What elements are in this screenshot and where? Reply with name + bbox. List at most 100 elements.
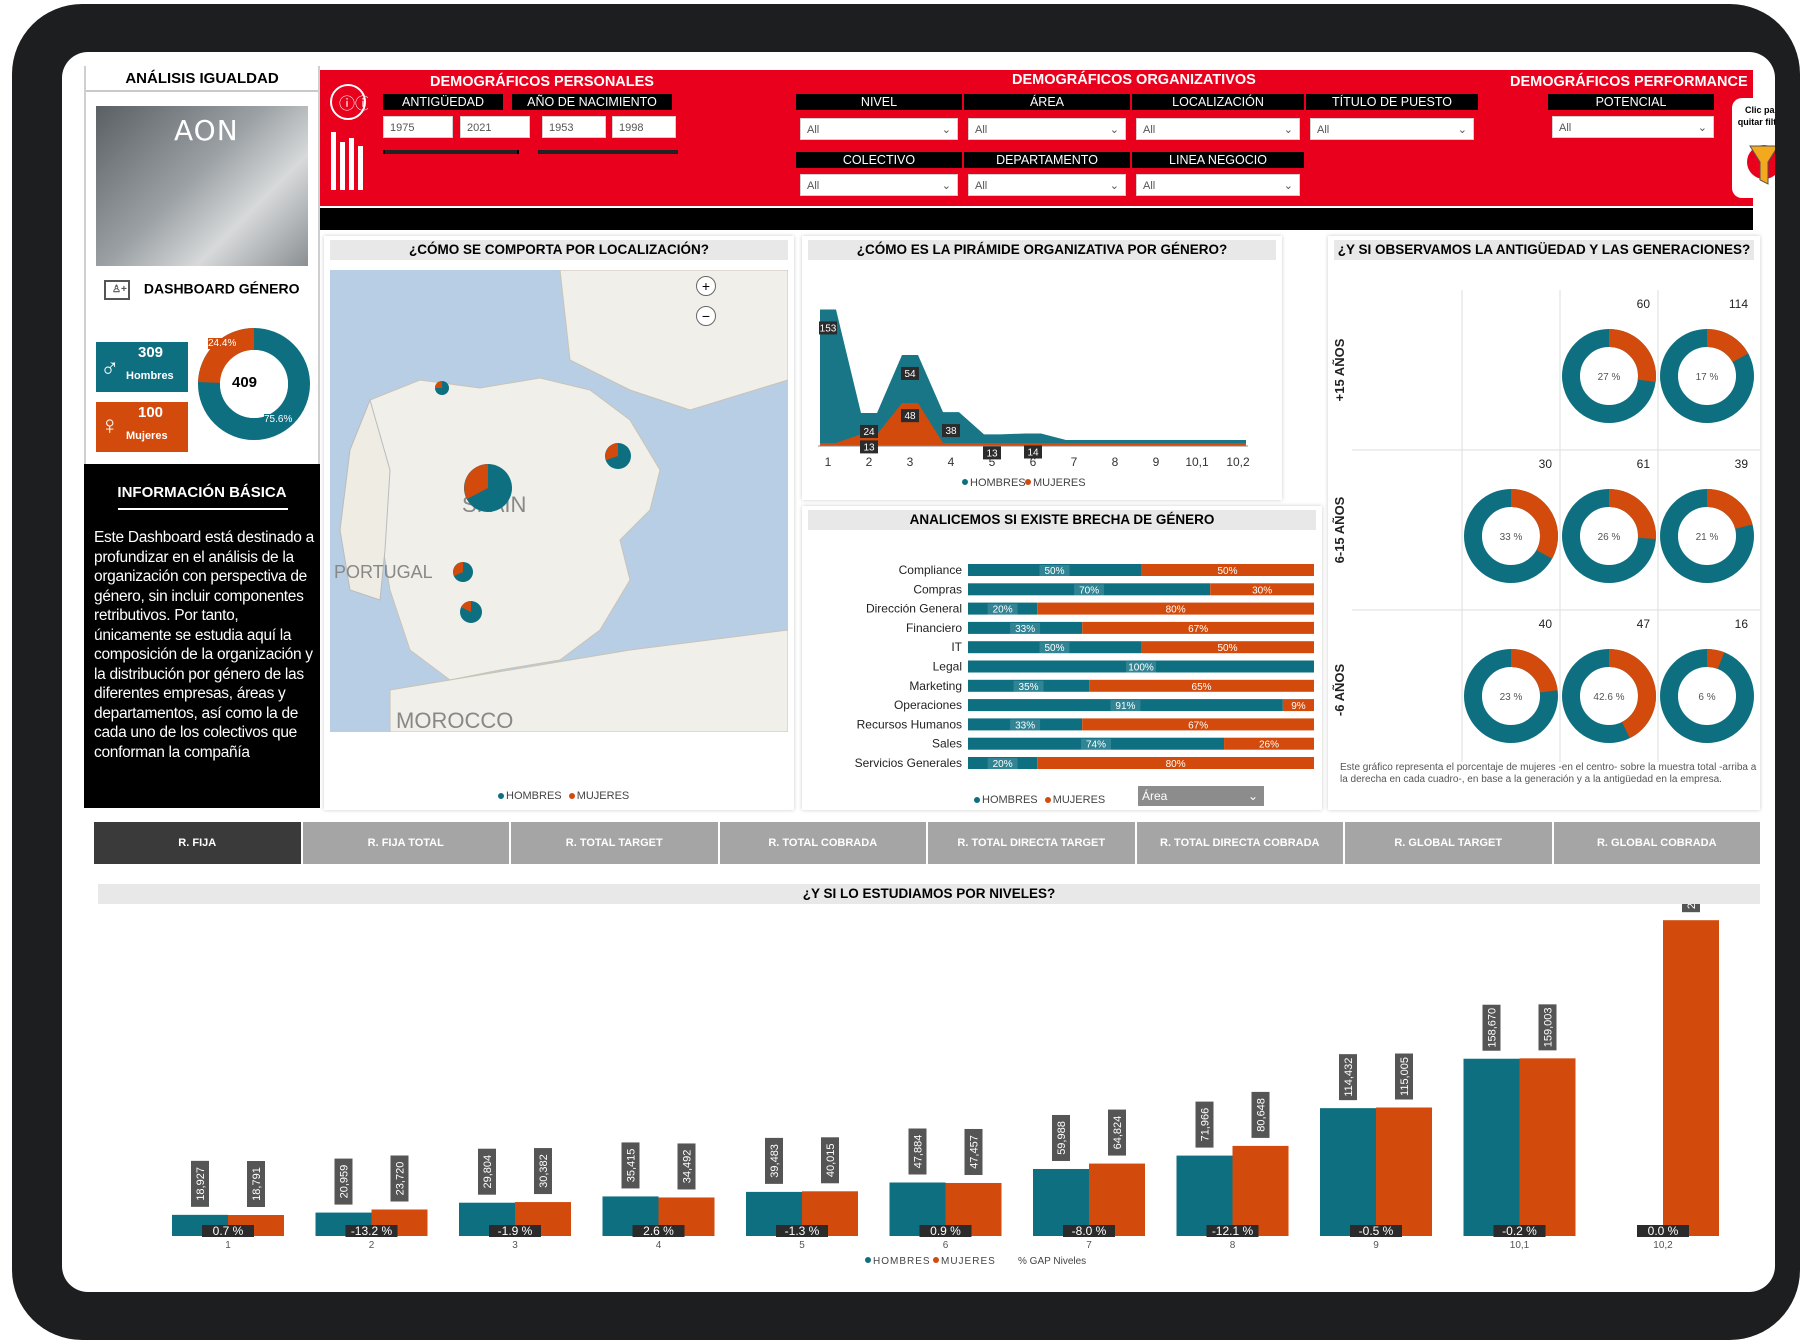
category-tick: 10,2 — [1653, 1240, 1673, 1251]
nivel-label: NIVEL — [796, 94, 962, 110]
brecha-label-h: 91% — [1115, 701, 1135, 712]
legend-dot-h — [865, 1257, 871, 1263]
chevron-down-icon: ⌄ — [1283, 124, 1293, 136]
brecha-bar-h — [968, 641, 1141, 654]
value-label-bg-m — [534, 1148, 552, 1195]
nacimiento-slider[interactable] — [538, 150, 678, 154]
people-chart-icon: ⓘⓘ — [330, 84, 368, 190]
linea-dropdown[interactable]: All ⌄ — [1136, 174, 1300, 196]
tab-r-total-directa-cobrada[interactable]: R. TOTAL DIRECTA COBRADA — [1136, 822, 1345, 864]
colectivo-dropdown[interactable]: All ⌄ — [800, 174, 958, 196]
gap-label: 0.0 % — [1648, 1224, 1679, 1238]
pie-galicia — [435, 381, 449, 395]
brecha-label-m: 9% — [1291, 701, 1306, 712]
potencial-label: POTENCIAL — [1548, 94, 1714, 110]
donut-m — [1464, 649, 1558, 743]
value-label-m: 18,791 — [251, 1167, 263, 1201]
pct-women-label: 24.4% — [208, 338, 237, 349]
tab-r-fija-total[interactable]: R. FIJA TOTAL — [302, 822, 511, 864]
gap-label: -0.2 % — [1502, 1224, 1537, 1238]
chevron-down-icon: ⌄ — [1697, 122, 1707, 134]
value-label-bg-m — [1251, 1091, 1270, 1138]
aon-logo: AON — [174, 114, 239, 147]
value-label-bg-m — [1682, 904, 1700, 913]
value-label-bg-m — [821, 1137, 839, 1184]
pie-sevilla — [453, 562, 473, 582]
localizacion-dropdown[interactable]: All ⌄ — [1136, 118, 1300, 140]
area-dropdown[interactable]: All ⌄ — [968, 118, 1126, 140]
value-label-bg-h — [1195, 1101, 1214, 1148]
tab-r-total-directa-target[interactable]: R. TOTAL DIRECTA TARGET — [928, 822, 1137, 864]
info-rule — [118, 508, 288, 510]
brecha-label-m: 26% — [1259, 740, 1279, 751]
chevron-down-icon: ⌄ — [1457, 124, 1467, 136]
zoom-in-button[interactable]: + — [696, 276, 716, 296]
value-label-bg-m — [390, 1155, 409, 1202]
pyramid-tick: 5 — [989, 455, 996, 469]
value-label-bg-h — [621, 1142, 640, 1189]
info-text: Este Dashboard está destinado a profundi… — [94, 529, 314, 761]
bar-mujeres — [1376, 1107, 1432, 1236]
area-label: ÁREA — [964, 94, 1130, 110]
pyramid-tick: 2 — [866, 455, 873, 469]
tab-r-total-target[interactable]: R. TOTAL TARGET — [511, 822, 720, 864]
pyramid-tick: 10,2 — [1226, 455, 1250, 469]
chevron-down-icon: ⌄ — [1247, 789, 1258, 803]
row-label: -6 AÑOS — [1332, 664, 1347, 717]
gap-label-bg — [632, 1225, 685, 1237]
nacimiento-from[interactable]: 1953 — [542, 116, 606, 138]
clear-filters-button[interactable]: Clic para quitar filtros — [1732, 98, 1775, 198]
brecha-bar-m — [1082, 621, 1314, 634]
brecha-bar-m — [1210, 583, 1314, 596]
generations-title: ¿Y SI OBSERVAMOS LA ANTIGÜEDAD Y LAS GEN… — [1334, 240, 1754, 260]
perf-title: DEMOGRÁFICOS PERFORMANCE — [1510, 74, 1748, 90]
zoom-out-button[interactable]: − — [696, 306, 716, 326]
donut-m — [1562, 649, 1656, 743]
nacimiento-to[interactable]: 1998 — [612, 116, 676, 138]
brecha-label-bg-h — [1074, 584, 1105, 596]
hombres-label: 54 — [904, 369, 916, 380]
value-label-bg-h — [1339, 1054, 1357, 1101]
donut-m — [1660, 489, 1754, 583]
value-label-m: 23,720 — [395, 1162, 407, 1196]
donut-pct: 42.6 % — [1593, 692, 1624, 703]
potencial-dropdown[interactable]: All ⌄ — [1552, 116, 1714, 138]
tab-r-global-cobrada[interactable]: R. GLOBAL COBRADA — [1553, 822, 1762, 864]
value-label-bg-h — [478, 1148, 496, 1195]
tab-r-total-cobrada[interactable]: R. TOTAL COBRADA — [719, 822, 928, 864]
brecha-label-m: 50% — [1217, 566, 1237, 577]
nivel-dropdown[interactable]: All ⌄ — [800, 118, 958, 140]
donut-m — [1660, 329, 1754, 423]
antiguedad-slider[interactable] — [383, 150, 519, 154]
gap-label: 0.9 % — [930, 1224, 961, 1238]
brecha-bar-h — [968, 602, 1038, 615]
brecha-selector[interactable]: Área ⌄ — [1138, 786, 1264, 806]
departamento-dropdown[interactable]: All ⌄ — [968, 174, 1126, 196]
category-tick: 3 — [512, 1240, 518, 1251]
chevron-down-icon: ⌄ — [941, 124, 951, 136]
donut-total: 114 — [1729, 297, 1748, 311]
brecha-bar-h — [968, 737, 1225, 750]
tab-r-fija[interactable]: R. FIJA — [94, 822, 303, 864]
brecha-row-label: Compliance — [899, 563, 963, 577]
antiguedad-to[interactable]: 2021 — [460, 116, 530, 138]
category-tick: 2 — [369, 1240, 375, 1251]
header-divider — [320, 208, 1753, 230]
bar-mujeres — [1663, 920, 1719, 1236]
gap-label: 0.7 % — [213, 1224, 244, 1238]
map-pies — [435, 381, 631, 623]
gap-label: -13.2 % — [351, 1224, 393, 1238]
brecha-title: ANALICEMOS SI EXISTE BRECHA DE GÉNERO — [808, 510, 1316, 530]
brecha-label-m: 65% — [1192, 682, 1212, 693]
pyramid-tick: 9 — [1153, 455, 1160, 469]
gap-label: -0.5 % — [1359, 1224, 1394, 1238]
value-label-h: 39,483 — [769, 1144, 781, 1178]
map-view[interactable]: SPAIN PORTUGAL MOROCCO + − — [330, 270, 788, 732]
antiguedad-from[interactable]: 1975 — [383, 116, 453, 138]
value-label-bg-h — [334, 1158, 353, 1205]
mujeres-label: 13 — [863, 442, 875, 453]
titulo-dropdown[interactable]: All ⌄ — [1310, 118, 1474, 140]
tab-r-global-target[interactable]: R. GLOBAL TARGET — [1345, 822, 1554, 864]
pyramid-tick: 4 — [948, 455, 955, 469]
bar-mujeres — [1519, 1058, 1576, 1236]
